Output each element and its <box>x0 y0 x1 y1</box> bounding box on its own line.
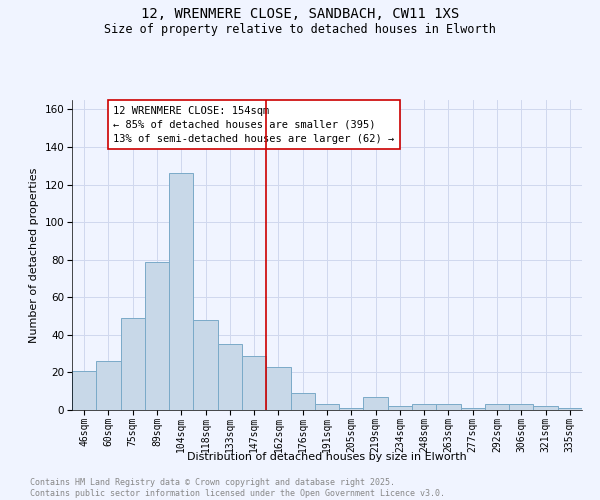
Bar <box>290 393 315 410</box>
Bar <box>412 404 436 410</box>
Bar <box>558 408 582 410</box>
Text: Distribution of detached houses by size in Elworth: Distribution of detached houses by size … <box>187 452 467 462</box>
Bar <box>485 404 509 410</box>
Bar <box>266 367 290 410</box>
Bar <box>242 356 266 410</box>
Bar <box>72 370 96 410</box>
Bar <box>145 262 169 410</box>
Text: 12 WRENMERE CLOSE: 154sqm
← 85% of detached houses are smaller (395)
13% of semi: 12 WRENMERE CLOSE: 154sqm ← 85% of detac… <box>113 106 395 144</box>
Bar <box>364 397 388 410</box>
Bar <box>339 408 364 410</box>
Bar <box>218 344 242 410</box>
Bar <box>388 406 412 410</box>
Bar <box>96 361 121 410</box>
Bar <box>436 404 461 410</box>
Bar <box>461 408 485 410</box>
Text: Contains HM Land Registry data © Crown copyright and database right 2025.
Contai: Contains HM Land Registry data © Crown c… <box>30 478 445 498</box>
Text: 12, WRENMERE CLOSE, SANDBACH, CW11 1XS: 12, WRENMERE CLOSE, SANDBACH, CW11 1XS <box>141 8 459 22</box>
Bar <box>193 320 218 410</box>
Bar <box>315 404 339 410</box>
Bar <box>509 404 533 410</box>
Bar <box>169 174 193 410</box>
Bar <box>533 406 558 410</box>
Text: Size of property relative to detached houses in Elworth: Size of property relative to detached ho… <box>104 22 496 36</box>
Bar <box>121 318 145 410</box>
Y-axis label: Number of detached properties: Number of detached properties <box>29 168 39 342</box>
